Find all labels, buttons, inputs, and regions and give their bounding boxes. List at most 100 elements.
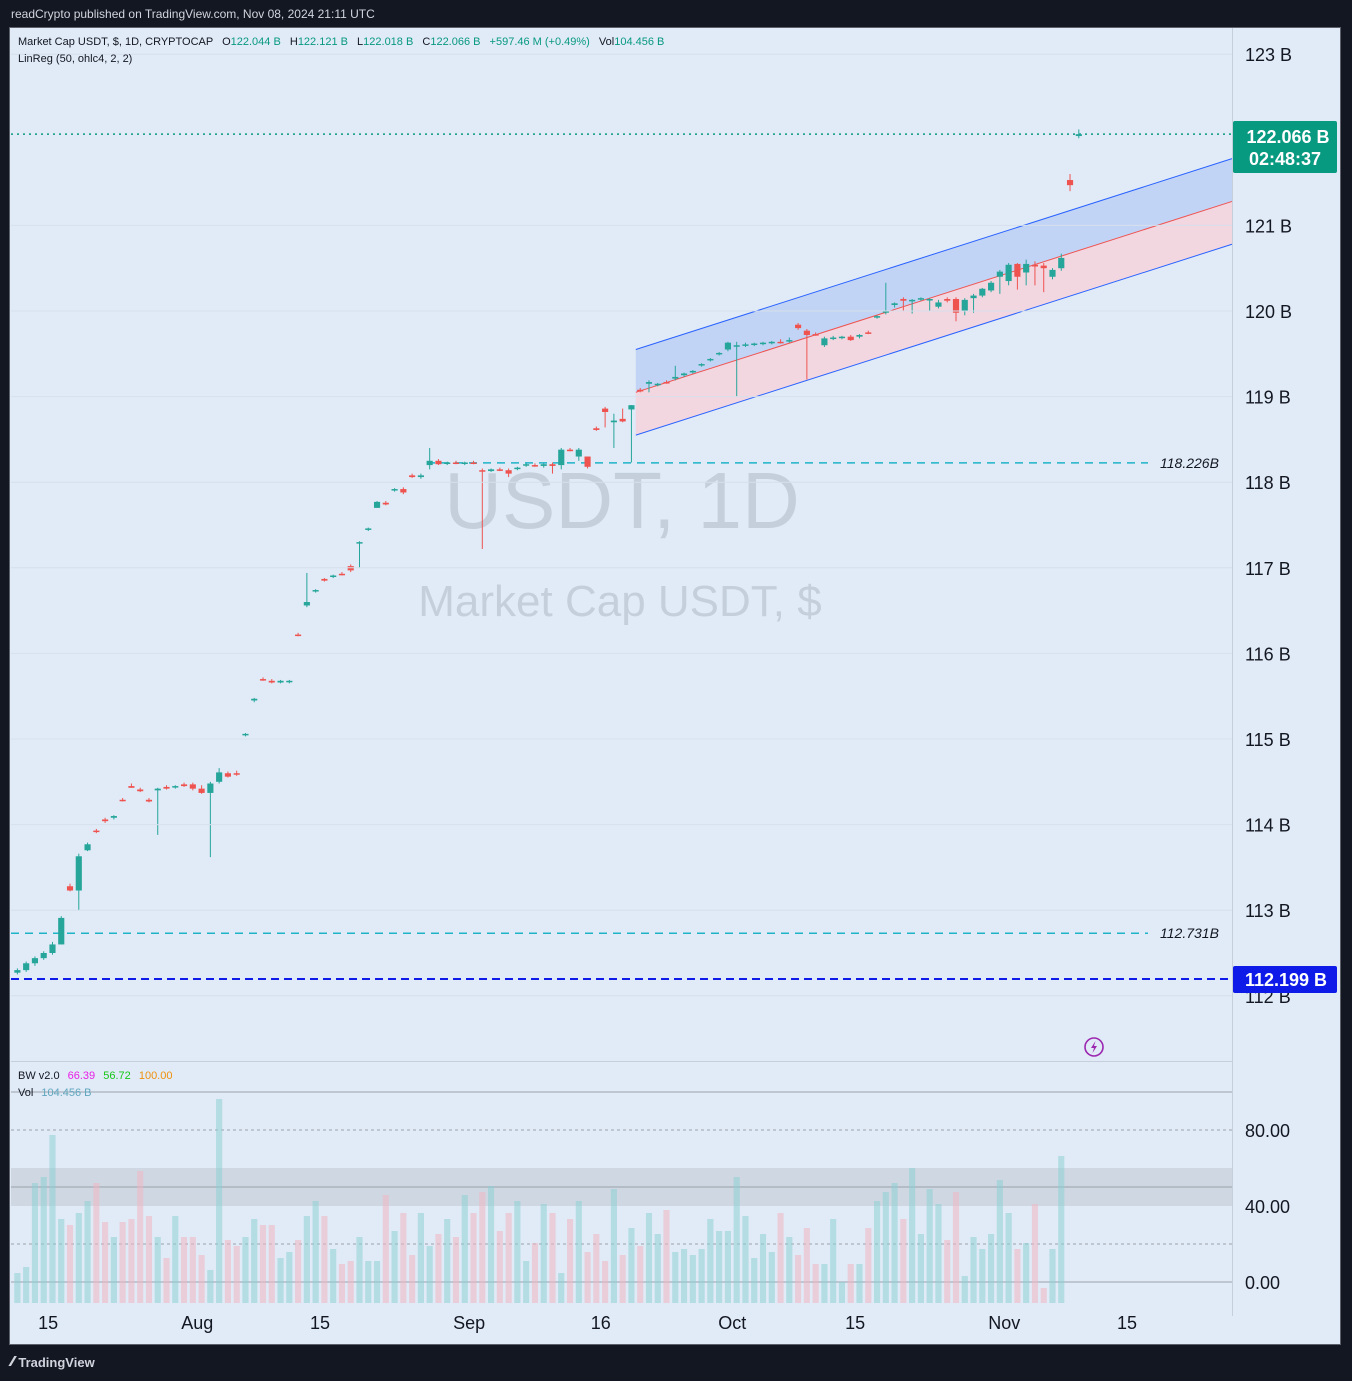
candle[interactable] [733, 341, 740, 397]
candle[interactable] [75, 853, 82, 911]
candle[interactable] [944, 297, 951, 303]
osc-legend[interactable]: BW v2.0 66.39 56.72 100.00 Vol 104.456 B [18, 1070, 172, 1099]
candle[interactable] [216, 768, 223, 784]
candle[interactable] [988, 281, 995, 293]
candle[interactable] [698, 363, 705, 367]
time-axis[interactable]: 15 Aug 15 Sep 16 Oct 15 Nov 15 [38, 1313, 1137, 1333]
candle[interactable] [900, 297, 907, 311]
candle[interactable] [742, 342, 749, 347]
candle[interactable] [645, 380, 653, 393]
candle[interactable] [295, 632, 302, 637]
candle[interactable] [119, 798, 126, 802]
candle[interactable] [689, 370, 696, 374]
candle[interactable] [549, 462, 556, 474]
candle[interactable] [531, 463, 539, 467]
candles[interactable] [14, 129, 1082, 975]
candle[interactable] [242, 733, 249, 737]
candle[interactable] [23, 961, 30, 972]
candle[interactable] [707, 358, 714, 362]
candle[interactable] [917, 297, 924, 301]
candle[interactable] [400, 487, 407, 495]
candle[interactable] [488, 468, 495, 472]
candle[interactable] [602, 406, 609, 428]
candle[interactable] [803, 328, 810, 380]
candle[interactable] [452, 460, 460, 465]
candle[interactable] [233, 770, 240, 776]
candle[interactable] [654, 382, 661, 387]
candle[interactable] [102, 817, 109, 823]
candle[interactable] [751, 342, 758, 347]
candle[interactable] [961, 298, 968, 316]
candle[interactable] [330, 574, 337, 579]
candle[interactable] [996, 269, 1003, 294]
candle[interactable] [373, 501, 381, 508]
last-price-tag[interactable]: 122.066 B 02:48:37 [1233, 121, 1337, 173]
price-axis[interactable]: 123 B 121 B 120 B 119 B 118 B 117 B 116 B 115 B… [11, 45, 1292, 1007]
candle[interactable] [724, 341, 731, 352]
horizontal-lines[interactable]: 118.226B 112.731B [11, 133, 1232, 980]
candle[interactable] [566, 447, 574, 452]
candle[interactable] [540, 463, 547, 468]
candle[interactable] [49, 941, 56, 955]
candle[interactable] [812, 332, 819, 336]
candle[interactable] [1058, 253, 1065, 271]
candle[interactable] [847, 334, 854, 341]
candle[interactable] [444, 461, 451, 466]
candle[interactable] [461, 461, 468, 466]
candle[interactable] [593, 426, 600, 431]
candle[interactable] [777, 339, 784, 344]
candle[interactable] [66, 883, 74, 892]
candle[interactable] [1049, 268, 1056, 280]
candle[interactable] [716, 352, 723, 356]
candle[interactable] [672, 365, 679, 381]
candle[interactable] [523, 463, 530, 467]
candle[interactable] [856, 334, 863, 339]
candle[interactable] [338, 572, 346, 576]
candle[interactable] [189, 782, 196, 791]
candle[interactable] [417, 473, 424, 479]
candle[interactable] [312, 589, 319, 593]
candle[interactable] [628, 405, 635, 463]
candle[interactable] [303, 572, 310, 608]
candle[interactable] [365, 527, 372, 531]
candle[interactable] [137, 787, 144, 793]
candle[interactable] [979, 287, 986, 298]
candle[interactable] [128, 783, 135, 788]
candle[interactable] [1023, 259, 1030, 286]
candle[interactable] [426, 447, 433, 470]
candle[interactable] [321, 578, 328, 582]
candle[interactable] [1014, 263, 1021, 290]
candle[interactable] [891, 302, 898, 308]
bw-oscillator-pane[interactable]: 80.00 40.00 0.00 [11, 1091, 1290, 1303]
candle[interactable] [110, 815, 117, 820]
candle[interactable] [786, 337, 793, 343]
candle[interactable] [277, 679, 284, 684]
candle[interactable] [224, 771, 231, 778]
candle[interactable] [619, 408, 626, 423]
candle[interactable] [409, 473, 416, 478]
candle[interactable] [58, 916, 65, 945]
candle[interactable] [40, 951, 47, 960]
lightning-icon[interactable] [1084, 1037, 1104, 1057]
candle[interactable] [610, 413, 617, 448]
candle[interactable] [768, 340, 775, 345]
candle[interactable] [1040, 263, 1047, 293]
candle[interactable] [970, 293, 977, 313]
candle[interactable] [154, 787, 161, 835]
candle[interactable] [180, 782, 188, 787]
candle[interactable] [172, 785, 179, 789]
candle[interactable] [935, 299, 942, 309]
candle[interactable] [514, 466, 521, 471]
candle[interactable] [259, 677, 267, 681]
candle[interactable] [873, 315, 881, 319]
candle[interactable] [759, 341, 767, 346]
candle[interactable] [882, 282, 889, 315]
candle[interactable] [382, 501, 389, 506]
candle[interactable] [207, 781, 214, 858]
candle[interactable] [663, 380, 670, 384]
candle[interactable] [286, 679, 293, 684]
candle[interactable] [584, 456, 591, 469]
candle[interactable] [435, 459, 442, 466]
candle[interactable] [496, 467, 503, 472]
